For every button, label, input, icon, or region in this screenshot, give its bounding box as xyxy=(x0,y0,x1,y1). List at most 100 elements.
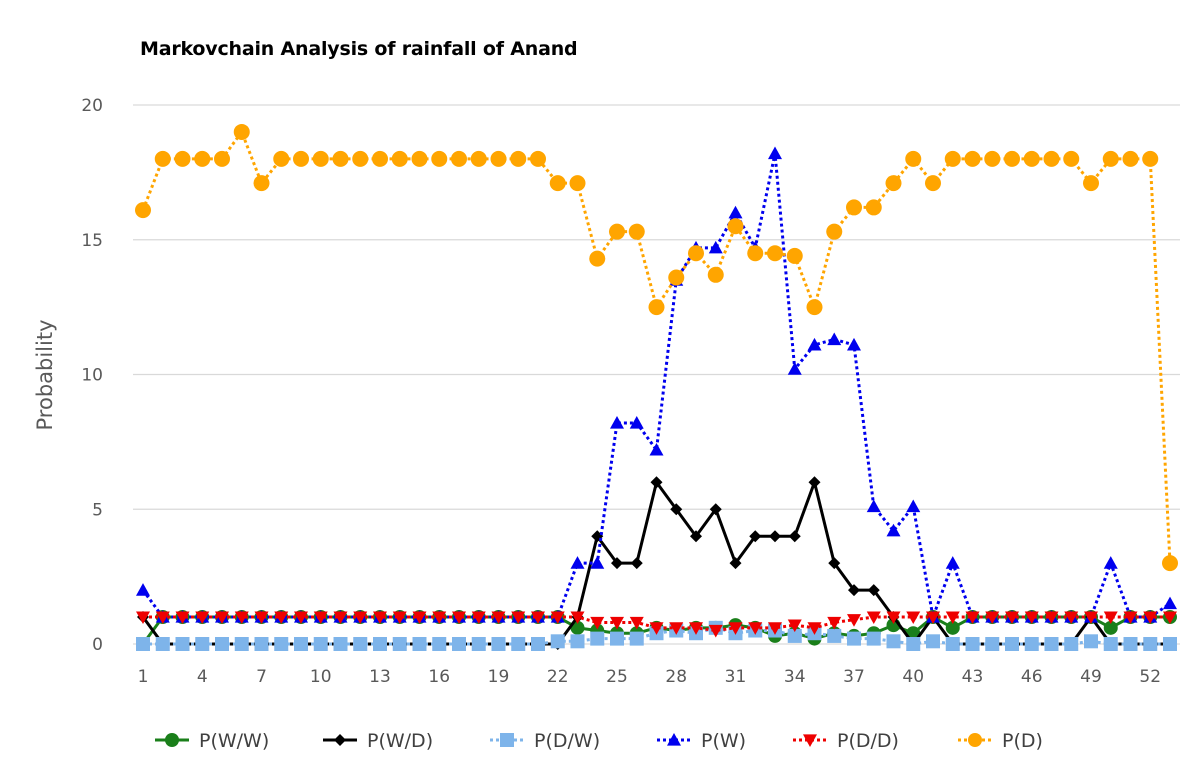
data-point xyxy=(806,299,823,316)
data-point xyxy=(1005,637,1019,651)
data-point xyxy=(136,611,150,625)
data-point xyxy=(885,175,902,192)
data-point xyxy=(690,530,702,543)
data-point xyxy=(826,223,843,240)
data-point xyxy=(985,611,1000,625)
data-point xyxy=(174,150,191,167)
x-tick-label: 4 xyxy=(197,667,208,687)
x-tick-label: 10 xyxy=(310,667,332,687)
series-P(D/W) xyxy=(136,620,1177,651)
data-point xyxy=(609,223,625,240)
data-point xyxy=(135,202,151,219)
data-point xyxy=(965,611,980,625)
data-point xyxy=(1044,637,1059,651)
data-point xyxy=(273,150,290,167)
data-point xyxy=(945,620,960,635)
data-point xyxy=(274,637,289,651)
x-tick-label: 25 xyxy=(606,667,628,687)
data-point xyxy=(294,611,308,625)
data-point xyxy=(254,637,269,651)
data-point xyxy=(234,637,249,651)
data-point xyxy=(570,634,585,649)
x-tick-label: 40 xyxy=(902,667,924,687)
data-point xyxy=(670,503,683,516)
data-point xyxy=(965,637,980,651)
data-point xyxy=(531,637,545,651)
data-point xyxy=(471,611,486,625)
x-tick-label: 31 xyxy=(725,667,747,687)
data-point xyxy=(1103,611,1118,625)
legend-swatch-marker xyxy=(667,733,681,746)
data-point xyxy=(313,637,328,651)
data-point xyxy=(1103,556,1118,569)
data-point xyxy=(530,150,546,167)
data-point xyxy=(392,611,407,625)
data-point xyxy=(490,150,507,167)
data-point xyxy=(1123,611,1138,625)
data-point xyxy=(590,631,605,646)
data-point xyxy=(1043,150,1060,167)
x-tick-label: 7 xyxy=(256,667,267,687)
data-point xyxy=(412,611,427,625)
data-point xyxy=(847,337,861,351)
data-point xyxy=(768,146,782,160)
data-point xyxy=(432,637,447,651)
y-tick-label: 5 xyxy=(92,500,103,520)
data-point xyxy=(649,622,664,635)
data-point xyxy=(866,611,881,625)
data-point xyxy=(392,637,407,651)
data-point xyxy=(1083,175,1099,192)
data-point xyxy=(610,616,624,630)
data-point xyxy=(590,556,605,569)
data-point xyxy=(391,150,408,167)
legend-item: P(W) xyxy=(657,730,746,752)
data-point xyxy=(748,622,763,635)
chart-title: Markovchain Analysis of rainfall of Anan… xyxy=(140,38,578,60)
data-point xyxy=(886,634,901,649)
data-point xyxy=(866,499,881,513)
data-point xyxy=(215,637,229,651)
series-P(D) xyxy=(135,123,1178,572)
data-point xyxy=(175,637,190,651)
data-point xyxy=(549,175,566,192)
data-point xyxy=(332,150,349,167)
data-point xyxy=(729,557,742,570)
data-point xyxy=(728,205,743,219)
data-point xyxy=(1163,596,1177,610)
data-point xyxy=(1084,634,1098,649)
data-point xyxy=(569,175,586,192)
data-point xyxy=(925,175,941,192)
data-point xyxy=(432,611,447,625)
data-point xyxy=(531,611,545,625)
x-tick-label: 49 xyxy=(1080,667,1102,687)
legend-swatch-marker xyxy=(968,733,982,747)
data-point xyxy=(155,637,170,651)
data-point xyxy=(945,637,960,651)
data-point xyxy=(747,245,764,262)
x-tick-label: 52 xyxy=(1139,667,1161,687)
data-point xyxy=(313,611,328,625)
data-point xyxy=(452,637,466,651)
data-point xyxy=(827,332,842,346)
data-point xyxy=(767,245,783,262)
data-point xyxy=(984,150,1001,167)
data-point xyxy=(1005,611,1019,625)
data-point xyxy=(1143,637,1158,651)
data-point xyxy=(708,240,723,254)
data-point xyxy=(373,637,387,651)
legend-item: P(W/W) xyxy=(155,730,269,752)
data-point xyxy=(945,556,960,569)
data-point xyxy=(1143,611,1158,625)
data-point xyxy=(491,611,506,625)
data-point xyxy=(590,616,605,630)
y-tick-label: 20 xyxy=(81,96,103,116)
data-point xyxy=(788,530,801,543)
data-point xyxy=(312,150,329,167)
data-point xyxy=(511,611,526,625)
x-tick-label: 28 xyxy=(665,667,687,687)
x-tick-label: 16 xyxy=(428,667,450,687)
y-tick-label: 0 xyxy=(92,635,103,655)
data-point xyxy=(491,637,506,651)
data-point xyxy=(215,611,229,625)
